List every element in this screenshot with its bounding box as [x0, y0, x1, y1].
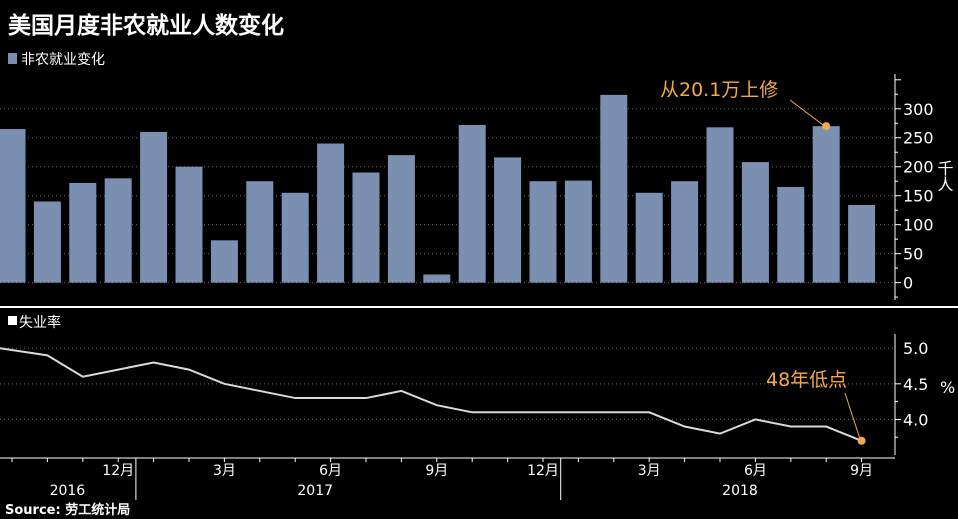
- source-line: Source: 劳工统计局: [5, 502, 130, 518]
- bar: [140, 131, 168, 283]
- bar: [352, 172, 380, 283]
- x-tick-label-month: 3月: [638, 463, 661, 479]
- legend-label-bars: 非农就业变化: [21, 52, 105, 68]
- y-tick-label-lower: 4.0: [903, 410, 928, 429]
- y-axis-label-lower: %: [940, 378, 955, 397]
- y-tick-label-upper: 200: [903, 158, 934, 177]
- bar: [281, 192, 309, 283]
- annotation-marker-lower: [857, 436, 866, 445]
- x-axis: 12月 3月 6月 9月 12月 3月 6月 9月 2016 2017 2018: [0, 457, 895, 500]
- bar: [104, 178, 132, 283]
- y-axis-label-upper: 千人: [935, 160, 954, 192]
- x-tick-label-year: 2017: [297, 483, 333, 499]
- bar: [494, 157, 522, 283]
- grid-lower: [0, 347, 895, 420]
- bar: [458, 124, 486, 283]
- y-tick-label-upper: 250: [903, 129, 934, 148]
- bar: [423, 274, 451, 283]
- legend-swatch-bars: [8, 53, 17, 64]
- annotation-marker-upper: [822, 122, 831, 131]
- x-tick-label-month: 9月: [425, 463, 448, 479]
- x-tick-label-month: 12月: [527, 463, 559, 479]
- bar: [175, 166, 203, 283]
- y-tick-label-upper: 300: [903, 100, 934, 119]
- y-axis-upper: 0 50 100 150 200 250 300 千人: [894, 74, 954, 300]
- bar: [741, 162, 769, 283]
- legend-swatch-line: [8, 316, 17, 325]
- y-tick-label-upper: 0: [903, 274, 913, 293]
- bar: [317, 143, 345, 283]
- bar: [387, 155, 415, 283]
- bar: [812, 126, 840, 283]
- bar: [600, 94, 628, 283]
- chart-title: 美国月度非农就业人数变化: [8, 12, 284, 39]
- bar: [564, 180, 592, 283]
- annotation-leader-upper: [789, 99, 824, 126]
- bar: [246, 181, 274, 283]
- bar: [0, 129, 26, 283]
- y-tick-label-lower: 4.5: [903, 375, 928, 394]
- x-tick-label-month: 12月: [102, 463, 134, 479]
- annotation-label-lower: 48年低点: [766, 369, 847, 391]
- x-tick-label-year: 2018: [722, 483, 758, 499]
- bar: [706, 127, 734, 283]
- bar: [777, 187, 805, 283]
- line-series: [0, 347, 862, 442]
- y-tick-label-upper: 150: [903, 187, 934, 206]
- bar-series: [0, 94, 876, 283]
- x-tick-label-month: 6月: [319, 463, 342, 479]
- bar: [69, 182, 97, 283]
- annotation-label-upper: 从20.1万上修: [660, 79, 778, 101]
- y-axis-lower: 4.0 4.5 5.0%: [894, 334, 955, 455]
- bar: [33, 201, 61, 283]
- x-tick-label-month: 3月: [213, 463, 236, 479]
- y-tick-label-upper: 50: [903, 245, 923, 264]
- bar: [671, 181, 699, 283]
- y-tick-label-lower: 5.0: [903, 339, 928, 358]
- bar: [210, 240, 238, 283]
- bar: [848, 204, 876, 283]
- x-tick-label-month: 9月: [850, 463, 873, 479]
- bar: [529, 181, 557, 283]
- y-tick-label-upper: 100: [903, 216, 934, 235]
- x-tick-label-year: 2016: [50, 483, 86, 499]
- legend-label-line: 失业率: [19, 314, 61, 331]
- x-tick-label-month: 6月: [744, 463, 767, 479]
- source-text: Source: 劳工统计局: [5, 502, 130, 518]
- bar: [635, 192, 663, 283]
- annotation-leader-lower: [844, 392, 861, 438]
